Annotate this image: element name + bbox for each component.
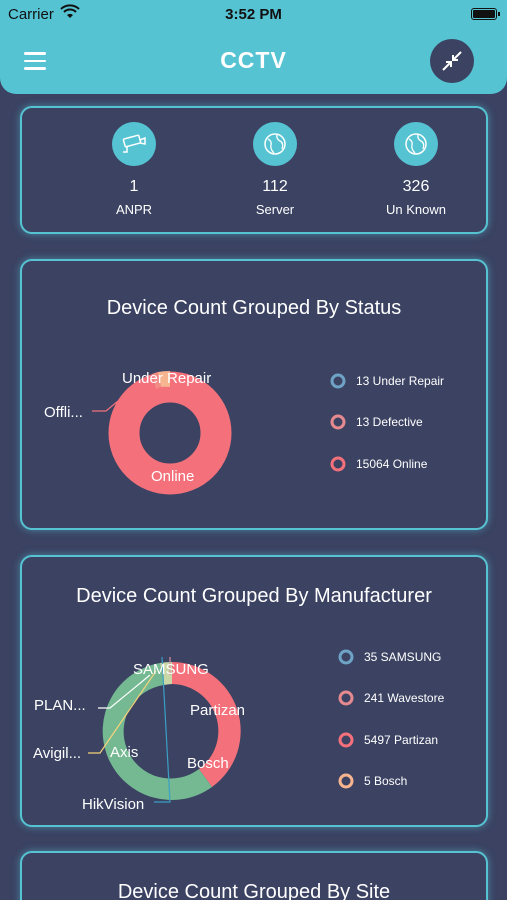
- site-chart-title: Device Count Grouped By Site: [117, 881, 391, 900]
- slice-defective: [152, 372, 161, 389]
- ring-icon: [330, 414, 346, 430]
- status-donut-chart[interactable]: [22, 261, 486, 528]
- label-offline: Offli...: [44, 404, 83, 421]
- stat-label: Server: [255, 202, 295, 217]
- clock: 3:52 PM: [225, 6, 282, 23]
- ring-icon: [330, 456, 346, 472]
- stat-label: ANPR: [115, 202, 153, 217]
- stat-unknown[interactable]: 326 Un Known: [356, 122, 476, 217]
- label-online: Online: [151, 468, 195, 485]
- slice-hikvision: [102, 663, 212, 801]
- ring-icon: [338, 690, 354, 706]
- legend-online[interactable]: 15064 Online: [330, 456, 427, 472]
- slice-partizan: [172, 662, 241, 787]
- ring-icon: [330, 373, 346, 389]
- swap-button[interactable]: [430, 39, 474, 83]
- legend-label: 13 Defective: [356, 415, 423, 429]
- page-title: CCTV: [220, 47, 287, 73]
- label-hikvision: HikVision: [82, 796, 145, 813]
- hikvision-leader-line: [154, 656, 171, 803]
- legend-label: 241 Wavestore: [364, 691, 445, 705]
- legend-label: 15064 Online: [356, 457, 428, 471]
- manufacturer-donut-chart[interactable]: [22, 557, 486, 825]
- legend-samsung[interactable]: 35 SAMSUNG: [338, 649, 441, 665]
- ring-icon: [338, 773, 354, 789]
- stat-anpr[interactable]: 1 ANPR: [74, 122, 194, 217]
- manufacturer-chart-title: Device Count Grouped By Manufacturer: [76, 585, 432, 607]
- battery-icon: [471, 8, 500, 20]
- legend-bosch[interactable]: 5 Bosch: [338, 773, 407, 789]
- stat-count: 1: [129, 178, 139, 195]
- swap-arrows-icon: [442, 51, 462, 71]
- label-samsung: SAMSUNG: [133, 661, 209, 678]
- label-plan: PLAN...: [34, 697, 86, 714]
- globe-icon: [394, 122, 438, 166]
- manufacturer-chart-card: Device Count Grouped By Manufacturer SAM…: [20, 555, 488, 827]
- wifi-icon: [60, 4, 80, 24]
- stat-label: Un Known: [386, 202, 446, 217]
- plan-leader-line: [98, 674, 151, 709]
- avigil-leader-line: [88, 670, 157, 754]
- hamburger-menu-icon[interactable]: [24, 52, 46, 70]
- legend-label: 13 Under Repair: [356, 374, 445, 388]
- site-chart-card: Device Count Grouped By Site: [20, 851, 488, 900]
- status-chart-card: Device Count Grouped By Status Under Rep…: [20, 259, 488, 530]
- app-header: CCTV: [0, 30, 507, 94]
- stat-count: 112: [262, 178, 288, 195]
- label-avigil: Avigil...: [33, 745, 82, 762]
- ring-icon: [338, 649, 354, 665]
- label-axis: Axis: [110, 744, 139, 761]
- label-partizan: Partizan: [190, 702, 246, 719]
- legend-defective[interactable]: 13 Defective: [330, 414, 423, 430]
- stat-count: 326: [402, 178, 430, 195]
- status-bar: Carrier 3:52 PM: [0, 0, 507, 30]
- status-chart-title: Device Count Grouped By Status: [106, 297, 402, 319]
- legend-wavestore[interactable]: 241 Wavestore: [338, 690, 444, 706]
- ring-icon: [338, 732, 354, 748]
- cctv-camera-icon: [112, 122, 156, 166]
- offline-leader-line: [92, 400, 119, 412]
- label-bosch: Bosch: [187, 755, 229, 772]
- carrier-label: Carrier: [8, 6, 54, 23]
- stats-card: 1 ANPR 112 Server 326 Un Known: [20, 106, 488, 234]
- legend-label: 5 Bosch: [364, 774, 408, 788]
- legend-label: 35 SAMSUNG: [364, 650, 442, 664]
- legend-partizan[interactable]: 5497 Partizan: [338, 732, 438, 748]
- legend-label: 5497 Partizan: [364, 733, 439, 747]
- stat-server[interactable]: 112 Server: [215, 122, 335, 217]
- label-under-repair: Under Repair: [122, 370, 212, 387]
- legend-under-repair[interactable]: 13 Under Repair: [330, 373, 444, 389]
- slice-online: [108, 371, 232, 495]
- slice-under-repair: [158, 370, 170, 387]
- globe-icon: [253, 122, 297, 166]
